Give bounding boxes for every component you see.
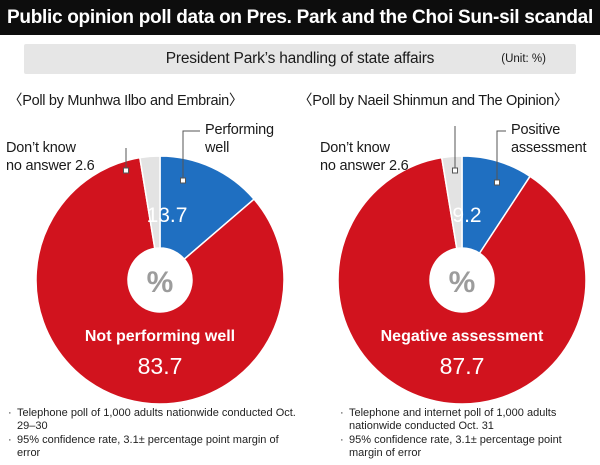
left-dontknow-label: Don’t know no answer 2.6 bbox=[6, 140, 95, 174]
right-positive-value: 9.2 bbox=[452, 204, 482, 227]
note-item: Telephone and internet poll of 1,000 adu… bbox=[340, 407, 596, 433]
left-center-percent: % bbox=[146, 266, 174, 299]
left-poll-notes: Telephone poll of 1,000 adults nationwid… bbox=[8, 407, 296, 461]
left-poll-title: 〈Poll by Munhwa Ilbo and Embrain〉 bbox=[8, 93, 244, 109]
left-positive-value: 13.7 bbox=[146, 204, 188, 227]
right-donut-chart bbox=[337, 155, 587, 405]
left-positive-label: Performing well bbox=[205, 122, 274, 156]
left-donut-hole bbox=[128, 248, 192, 312]
left-negative-label: Not performing well bbox=[84, 328, 236, 345]
note-item: Telephone poll of 1,000 adults nationwid… bbox=[8, 407, 296, 433]
note-item: 95% confidence rate, 3.1± percentage poi… bbox=[340, 434, 596, 460]
subtitle-bar: President Park’s handling of state affai… bbox=[24, 44, 576, 74]
right-poll-title: 〈Poll by Naeil Shinmun and The Opinion〉 bbox=[298, 93, 569, 109]
right-dontknow-label: Don’t know no answer 2.6 bbox=[320, 140, 409, 174]
right-poll-notes: Telephone and internet poll of 1,000 adu… bbox=[340, 407, 596, 461]
right-center-percent: % bbox=[448, 266, 476, 299]
unit-label: (Unit: %) bbox=[501, 53, 546, 65]
right-positive-label: Positive assessment bbox=[511, 122, 587, 156]
chart-subtitle: President Park’s handling of state affai… bbox=[165, 50, 435, 67]
note-item: 95% confidence rate, 3.1± percentage poi… bbox=[8, 434, 296, 460]
left-dontknow-value: 2.6 bbox=[74, 158, 95, 174]
right-dontknow-value: 2.6 bbox=[388, 158, 409, 174]
left-negative-value: 83.7 bbox=[137, 353, 183, 379]
right-donut-hole bbox=[430, 248, 494, 312]
right-negative-value: 87.7 bbox=[439, 353, 485, 379]
page-title: Public opinion poll data on Pres. Park a… bbox=[0, 0, 600, 35]
right-negative-label: Negative assessment bbox=[380, 328, 544, 345]
